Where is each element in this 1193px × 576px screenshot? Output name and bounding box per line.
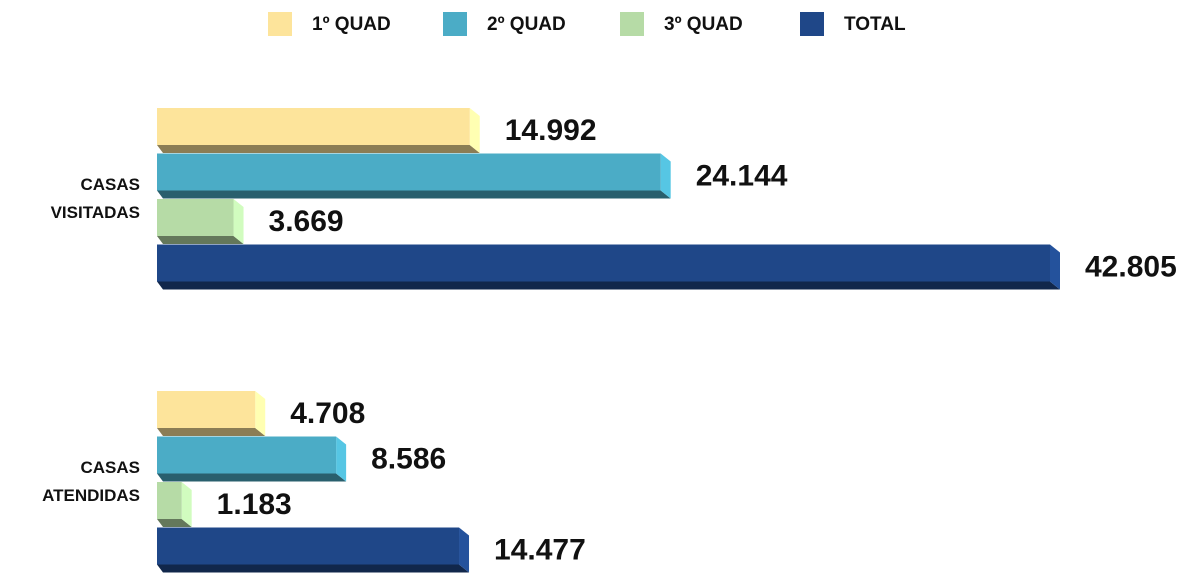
bar (157, 244, 1050, 282)
bar-side (336, 436, 347, 482)
bar (157, 108, 470, 145)
value-label: 1.183 (217, 488, 292, 521)
legend-swatch (620, 12, 644, 36)
bar-side (660, 153, 671, 199)
bar-bottom (157, 564, 470, 573)
bar (157, 391, 256, 428)
bar-side (181, 482, 192, 527)
legend-swatch (268, 12, 292, 36)
bar-bottom (157, 190, 671, 199)
value-label: 24.144 (696, 159, 788, 192)
legend-label: 3º QUAD (664, 14, 743, 35)
value-label: 8.586 (371, 442, 446, 475)
bar-side (1050, 244, 1060, 290)
bar-bottom (157, 281, 1060, 290)
value-label: 3.669 (269, 205, 344, 238)
category-label: CASAS ATENDIDAS (42, 457, 140, 505)
bar (157, 482, 182, 519)
bar-side (233, 199, 244, 244)
value-label: 42.805 (1085, 250, 1177, 283)
legend-swatch (443, 12, 467, 36)
bar-side (459, 527, 470, 573)
bar-bottom (157, 473, 347, 482)
bar-side (469, 108, 480, 153)
legend-swatch (800, 12, 824, 36)
category-label: CASAS VISITADAS (50, 174, 140, 222)
value-label: 4.708 (290, 397, 365, 430)
bar-bottom (157, 145, 480, 153)
bar (157, 153, 661, 191)
bar (157, 436, 337, 474)
bar-bottom (157, 428, 266, 436)
bar-bottom (157, 236, 244, 244)
bar-bottom (157, 519, 192, 527)
legend-label: 2º QUAD (487, 14, 566, 35)
legend-label: 1º QUAD (312, 14, 391, 35)
value-label: 14.992 (505, 114, 597, 147)
legend-label: TOTAL (844, 14, 906, 35)
bar-side (255, 391, 266, 436)
value-label: 14.477 (494, 533, 586, 566)
bar (157, 199, 234, 236)
bar (157, 527, 460, 565)
